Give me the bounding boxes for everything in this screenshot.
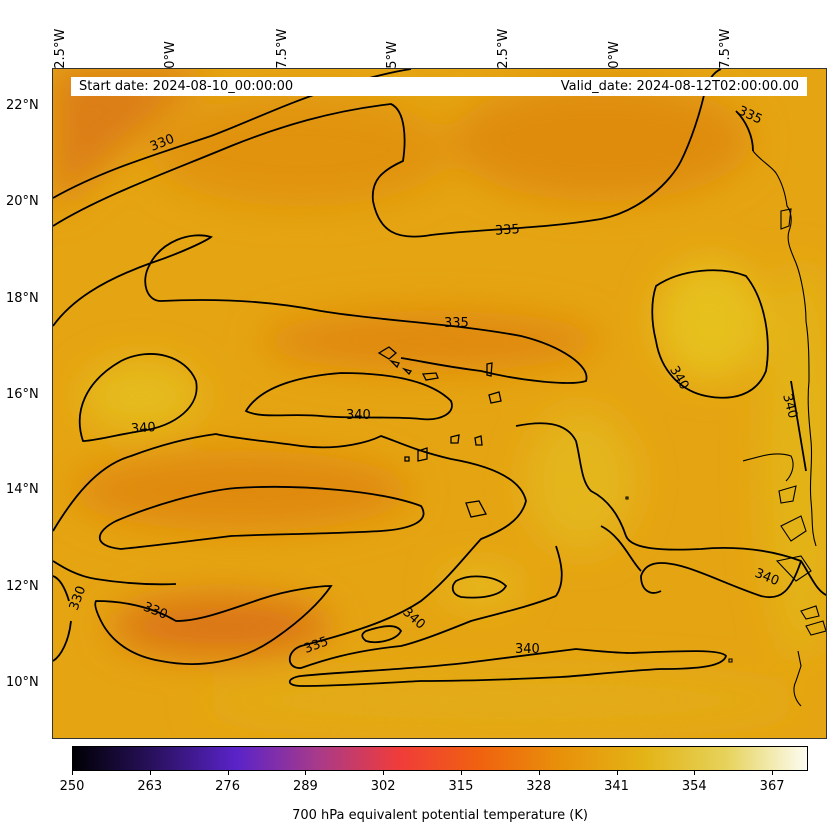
contour-label: 335 (494, 222, 520, 239)
contour-label: 340 (515, 642, 540, 657)
contour-340-central (244, 372, 453, 421)
colorbar-tick-label: 302 (370, 779, 396, 794)
colorbar-label: 700 hPa equivalent potential temperature… (292, 808, 588, 823)
colorbar-tick-label: 263 (137, 779, 163, 794)
contour-label-group: 330 335 335 335 340 340 340 340 340 330 … (67, 104, 800, 657)
lat-label-12n: 12°N (6, 579, 39, 594)
contour-label: 340 (779, 392, 800, 420)
colorbar-tick-label: 328 (526, 779, 552, 794)
contour-340-small-a (451, 575, 508, 599)
colorbar-tick (149, 771, 151, 775)
cape-verde-islands (377, 346, 502, 518)
colorbar-tick (72, 771, 73, 775)
colorbar-tick-label: 367 (759, 779, 785, 794)
contour-330-south (53, 575, 333, 665)
colorbar-tick-label: 315 (448, 779, 474, 794)
contour-label: 340 (130, 420, 156, 437)
contour-340-ring (651, 269, 769, 399)
field-shading (53, 69, 826, 731)
colorbar-tick (538, 771, 540, 775)
valid-date-text: Valid_date: 2024-08-12T02:00:00.00 (560, 79, 799, 94)
start-date-text: Start date: 2024-08-10_00:00:00 (79, 79, 294, 94)
colorbar-tick (227, 771, 229, 775)
lat-label-16n: 16°N (6, 387, 39, 402)
colorbar-tick (305, 771, 307, 775)
contour-340-small-b (361, 625, 403, 644)
colorbar-tick (460, 771, 462, 775)
lat-label-10n: 10°N (6, 675, 39, 690)
date-banner: Start date: 2024-08-10_00:00:00 Valid_da… (71, 77, 807, 96)
contour-335-central (53, 433, 557, 669)
contour-label: 340 (346, 408, 371, 423)
colorbar (72, 746, 808, 771)
colorbar-tick (694, 771, 696, 775)
contour-335-inner (99, 486, 425, 550)
theta-e-field-map: 330 335 335 335 340 340 340 340 340 330 … (53, 69, 826, 738)
contour-340-east-lower (555, 525, 642, 597)
contour-340-east (515, 422, 826, 599)
colorbar-tick (616, 771, 618, 775)
african-coastline (625, 150, 826, 707)
lat-label-20n: 20°N (6, 194, 39, 209)
lat-label-22n: 22°N (6, 98, 39, 113)
map-panel: 330 335 335 335 340 340 340 340 340 330 … (52, 68, 827, 739)
contour-label: 335 (444, 316, 469, 331)
colorbar-tick-label: 276 (215, 779, 240, 794)
colorbar-tick (772, 771, 774, 775)
colorbar-tick-label: 341 (604, 779, 629, 794)
contour-340-coast (790, 380, 807, 472)
contour-340-south (288, 648, 727, 687)
contour-335-north (53, 69, 754, 238)
colorbar-tick-label: 250 (59, 779, 85, 794)
lat-label-18n: 18°N (6, 291, 39, 306)
colorbar-tick (383, 771, 385, 775)
contour-340-west (78, 353, 198, 442)
colorbar-tick-label: 354 (681, 779, 707, 794)
contour-lines (53, 69, 826, 687)
contour-335-mid (53, 234, 588, 384)
colorbar-tick-label: 289 (292, 779, 318, 794)
lat-label-14n: 14°N (6, 482, 39, 497)
